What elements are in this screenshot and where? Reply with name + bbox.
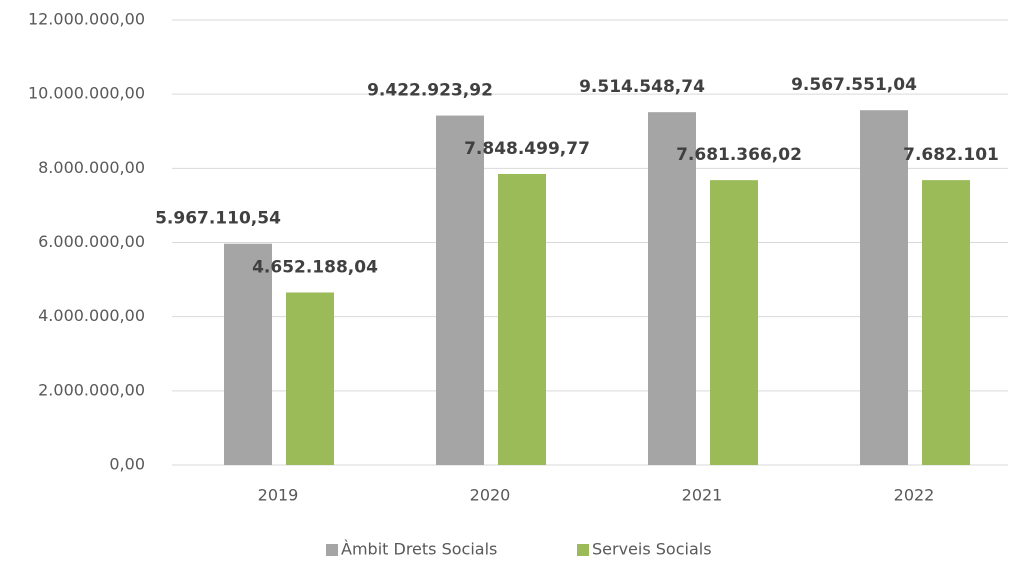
y-tick-label: 12.000.000,00: [28, 10, 145, 29]
value-label: 9.567.551,04: [791, 75, 917, 95]
value-label: 9.422.923,92: [367, 81, 493, 101]
legend-label: Serveis Socials: [592, 540, 712, 559]
value-label: 9.514.548,74: [579, 77, 705, 97]
bar: [860, 110, 908, 466]
x-tick-label: 2019: [258, 486, 299, 505]
bar: [922, 180, 970, 466]
bar: [710, 180, 758, 465]
y-tick-label: 4.000.000,00: [38, 306, 145, 325]
legend-swatch: [577, 544, 589, 556]
bar: [436, 115, 484, 465]
value-label: 7.848.499,77: [464, 139, 590, 159]
bar: [224, 243, 272, 465]
bar: [648, 112, 696, 465]
legend-label: Àmbit Drets Socials: [341, 540, 497, 559]
y-tick-label: 2.000.000,00: [38, 380, 145, 399]
bar: [498, 173, 546, 465]
x-tick-label: 2021: [682, 486, 723, 505]
legend-swatch: [326, 544, 338, 556]
x-tick-label: 2020: [470, 486, 511, 505]
value-label: 4.652.188,04: [252, 257, 378, 277]
y-tick-label: 8.000.000,00: [38, 158, 145, 177]
value-label: 7.681.366,02: [676, 145, 802, 165]
x-tick-label: 2022: [894, 486, 935, 505]
y-tick-label: 6.000.000,00: [38, 232, 145, 251]
y-tick-label: 10.000.000,00: [28, 84, 145, 103]
bar: [286, 292, 334, 465]
value-label: 7.682.101: [903, 145, 999, 165]
y-tick-label: 0,00: [109, 455, 145, 474]
value-label: 5.967.110,54: [155, 209, 281, 229]
